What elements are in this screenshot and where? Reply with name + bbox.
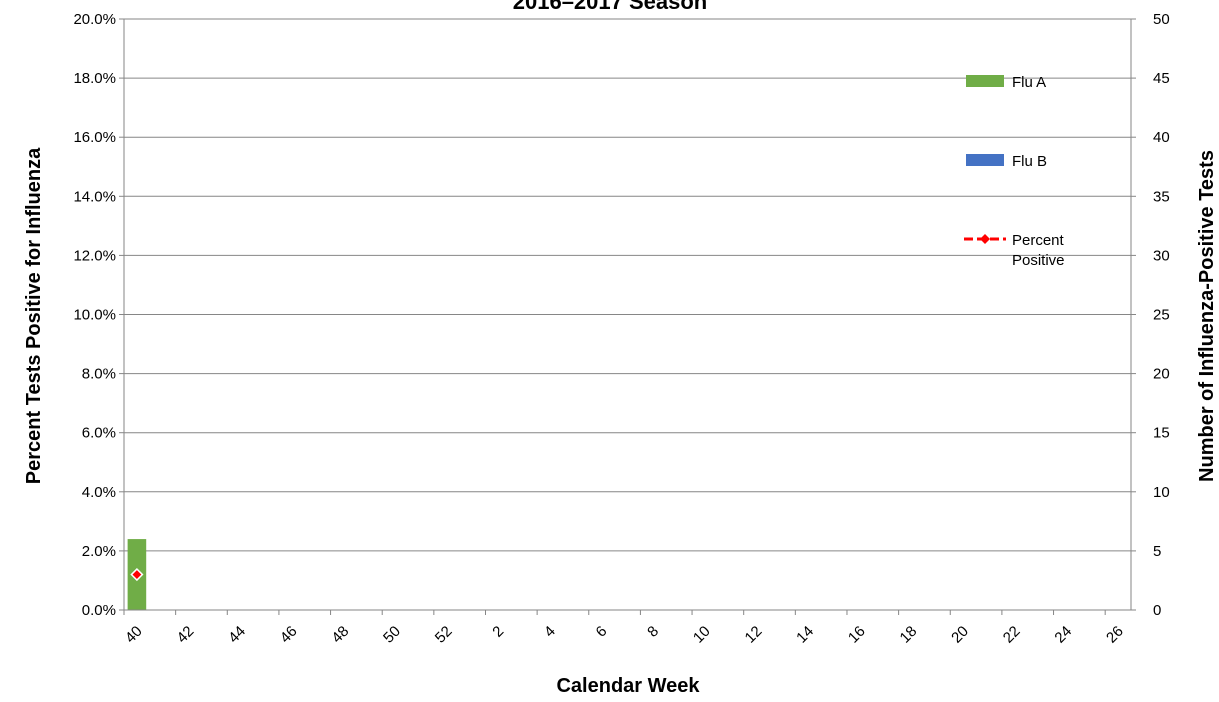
- legend-flu-a-swatch: [966, 75, 1004, 87]
- x-tick-label: 10: [690, 623, 714, 647]
- right-tick-label: 50: [1153, 11, 1170, 28]
- right-axis-label: Number of Influenza-Positive Tests: [1196, 150, 1218, 482]
- left-tick-label: 0.0%: [82, 602, 116, 619]
- left-axis-ticks: 0.0% 2.0% 4.0% 6.0% 8.0% 10.0% 12.0% 14.0% 16.0%…: [73, 11, 124, 619]
- x-tick-label: 4: [541, 623, 559, 641]
- x-tick-label: 26: [1103, 623, 1127, 647]
- x-tick-label: 44: [225, 623, 249, 647]
- x-tick-label: 50: [380, 623, 404, 647]
- legend-flu-a-label: Flu A: [1012, 74, 1046, 91]
- left-tick-label: 6.0%: [82, 425, 116, 442]
- left-tick-label: 8.0%: [82, 366, 116, 383]
- x-tick-label: 12: [742, 623, 766, 647]
- left-tick-label: 18.0%: [73, 70, 116, 87]
- x-tick-label: 40: [122, 623, 146, 647]
- x-tick-label: 2: [489, 623, 507, 641]
- left-tick-label: 4.0%: [82, 484, 116, 501]
- x-tick-label: 52: [432, 623, 456, 647]
- right-tick-label: 10: [1153, 484, 1170, 501]
- legend-percent-positive-swatch-marker: [980, 234, 990, 244]
- x-tick-label: 20: [948, 623, 972, 647]
- x-axis-label: Calendar Week: [556, 675, 700, 697]
- x-tick-label: 8: [644, 623, 662, 641]
- x-tick-label: 18: [897, 623, 921, 647]
- x-axis-ticks: 40 42 44 46 48 50 52 2 4 6 8 10 12 14 16 18 20 22 24 26: [122, 610, 1127, 647]
- right-axis-ticks: 0 5 10 15 20 25 30 35 40 45 50: [1131, 11, 1170, 619]
- x-tick-label: 42: [174, 623, 198, 647]
- legend-flu-b-swatch: [966, 154, 1004, 166]
- legend-flu-b-label: Flu B: [1012, 153, 1047, 170]
- gridlines: [124, 18, 1131, 552]
- right-tick-label: 0: [1153, 602, 1161, 619]
- left-tick-label: 10.0%: [73, 307, 116, 324]
- right-tick-label: 20: [1153, 366, 1170, 383]
- percent-positive-point: [130, 567, 144, 582]
- x-tick-label: 22: [1000, 623, 1024, 647]
- right-tick-label: 40: [1153, 129, 1170, 146]
- x-tick-label: 24: [1051, 623, 1075, 647]
- left-tick-label: 16.0%: [73, 129, 116, 146]
- left-tick-label: 20.0%: [73, 11, 116, 28]
- left-tick-label: 14.0%: [73, 188, 116, 205]
- percent-positive-line: [130, 567, 144, 582]
- x-tick-label: 46: [277, 623, 301, 647]
- x-tick-label: 16: [845, 623, 869, 647]
- chart-title: 2016–2017 Season: [513, 0, 708, 14]
- legend: Flu A Flu B Percent Positive: [964, 74, 1065, 269]
- left-axis-label: Percent Tests Positive for Influenza: [23, 147, 45, 484]
- x-tick-label: 14: [793, 623, 817, 647]
- right-tick-label: 45: [1153, 70, 1170, 87]
- right-tick-label: 30: [1153, 247, 1170, 264]
- legend-percent-positive-label: Percent: [1012, 232, 1065, 249]
- x-tick-label: 48: [328, 623, 352, 647]
- left-tick-label: 12.0%: [73, 247, 116, 264]
- right-tick-label: 35: [1153, 188, 1170, 205]
- x-tick-label: 6: [593, 623, 611, 641]
- left-tick-label: 2.0%: [82, 543, 116, 560]
- right-tick-label: 5: [1153, 543, 1161, 560]
- legend-percent-positive-label: Positive: [1012, 252, 1065, 269]
- right-tick-label: 15: [1153, 425, 1170, 442]
- right-tick-label: 25: [1153, 307, 1170, 324]
